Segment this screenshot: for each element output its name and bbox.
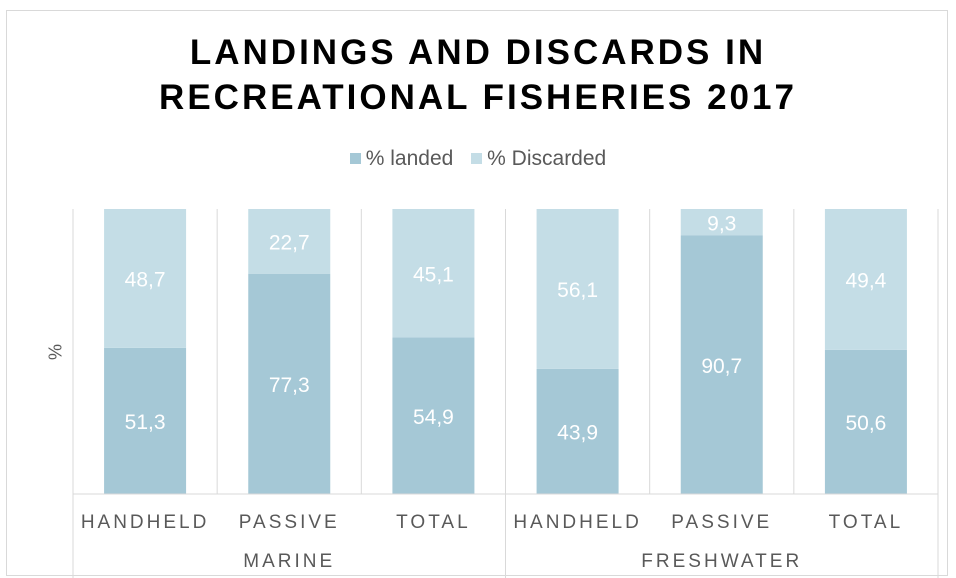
data-label-landed: 43,9 xyxy=(557,421,598,444)
data-label-discarded: 56,1 xyxy=(557,279,598,302)
chart-title: LANDINGS AND DISCARDS IN RECREATIONAL FI… xyxy=(0,30,956,120)
legend-swatch-discarded xyxy=(471,153,483,164)
bar-discarded xyxy=(104,209,187,348)
data-label-landed: 77,3 xyxy=(269,374,310,397)
legend-swatch-landed xyxy=(349,153,361,164)
x-tick-label: HANDHELD xyxy=(81,512,210,533)
legend-label-landed: % landed xyxy=(365,146,454,170)
bar-landed xyxy=(680,235,763,494)
bar-landed xyxy=(824,349,907,494)
bar-landed xyxy=(392,337,475,494)
legend-item-landed: % landed xyxy=(349,146,454,171)
legend-item-discarded: % Discarded xyxy=(471,147,606,171)
bar-landed xyxy=(248,273,331,494)
legend-label-discarded: % Discarded xyxy=(487,146,607,170)
x-tick-label: PASSIVE xyxy=(671,512,772,533)
x-tick-label: TOTAL xyxy=(829,512,903,533)
chart-title-line-1: LANDINGS AND DISCARDS IN xyxy=(189,33,767,72)
x-group-label: MARINE xyxy=(243,551,335,572)
data-label-landed: 51,3 xyxy=(125,411,166,434)
bar-discarded xyxy=(824,209,907,350)
chart-legend: % landed % Discarded xyxy=(0,146,956,171)
bar-discarded xyxy=(248,209,331,274)
data-label-discarded: 22,7 xyxy=(269,231,310,254)
data-label-landed: 54,9 xyxy=(413,406,454,429)
x-tick-label: PASSIVE xyxy=(239,512,340,533)
bar-landed xyxy=(536,368,619,494)
bar-discarded xyxy=(536,209,619,369)
x-tick-label: TOTAL xyxy=(396,512,470,533)
x-group-label: FRESHWATER xyxy=(641,551,802,572)
data-label-discarded: 9,3 xyxy=(707,212,736,235)
data-label-discarded: 45,1 xyxy=(413,263,454,286)
bar-discarded xyxy=(392,209,475,338)
chart-title-line-2: RECREATIONAL FISHERIES 2017 xyxy=(159,78,797,117)
bar-discarded xyxy=(680,209,763,236)
data-label-landed: 50,6 xyxy=(845,412,886,435)
data-label-discarded: 48,7 xyxy=(125,268,166,291)
x-tick-label: HANDHELD xyxy=(513,512,642,533)
bar-landed xyxy=(104,347,187,494)
data-label-landed: 90,7 xyxy=(701,355,742,378)
data-label-discarded: 49,4 xyxy=(845,269,886,292)
